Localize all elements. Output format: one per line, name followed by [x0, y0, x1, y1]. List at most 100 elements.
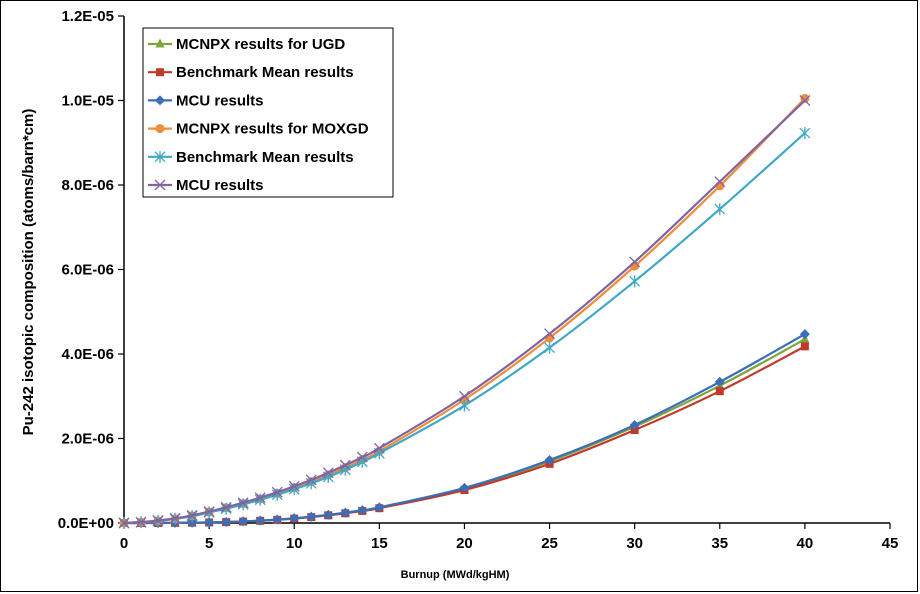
data-point [237, 497, 249, 509]
marker-stroke [271, 486, 283, 498]
legend-box [142, 27, 394, 198]
data-point [458, 390, 470, 402]
data-point [289, 513, 300, 524]
marker-stroke [288, 480, 300, 492]
legend-label: MCU results [176, 177, 264, 194]
legend-item: MCU results [148, 92, 264, 109]
data-point [169, 512, 181, 524]
series-line [123, 99, 806, 525]
data-point [357, 505, 368, 516]
legend-swatch-marker [154, 150, 166, 163]
data-point [714, 376, 725, 387]
marker-stroke [544, 328, 556, 340]
legend-label: Benchmark Mean results [176, 64, 354, 81]
legend-item: MCNPX results for MOXGD [148, 121, 369, 138]
legend-swatch-marker [154, 179, 166, 191]
series-3 [119, 329, 810, 528]
marker-stroke [186, 509, 198, 521]
legend-swatch-marker [155, 95, 165, 106]
series-1 [119, 333, 810, 527]
x-tick-label: 5 [205, 535, 213, 552]
data-point [271, 486, 283, 498]
marker-stroke [169, 512, 181, 524]
data-point [238, 516, 249, 527]
marker-stroke [220, 501, 232, 513]
axes: 0.0E+00 2.0E-06 4.0E-06 6.0E-06 8.0E-06 1.0E-… [58, 8, 899, 552]
y-axis-label: Pu-242 isotopic composition (atoms/barn*… [20, 109, 37, 436]
data-point [630, 426, 639, 435]
marker-stroke [118, 517, 130, 529]
legend-item: MCU results [148, 177, 264, 194]
marker-stroke [203, 506, 215, 518]
y-tick-label: 1.0E-05 [61, 93, 114, 110]
data-point [221, 517, 232, 528]
data-point [374, 502, 385, 513]
marker-stroke [799, 95, 811, 106]
data-point [373, 442, 385, 454]
data-point [800, 342, 809, 351]
x-tick-label: 15 [371, 535, 388, 552]
data-point [305, 474, 317, 486]
data-point [203, 506, 215, 518]
data-point [800, 93, 810, 103]
data-point [322, 467, 334, 479]
data-point [356, 451, 368, 463]
x-tick-label: 40 [797, 535, 814, 552]
data-point [186, 509, 198, 521]
data-point [544, 328, 556, 340]
marker-stroke [154, 179, 166, 191]
series-line [123, 333, 806, 525]
data-point [135, 516, 147, 528]
data-point [715, 387, 724, 396]
data-point [255, 515, 266, 526]
data-point [629, 419, 640, 430]
marker-stroke [339, 459, 351, 471]
marker-stroke [152, 515, 164, 526]
series-line [123, 345, 806, 525]
data-point [340, 507, 351, 518]
data-point [714, 176, 726, 188]
data-point [629, 275, 641, 288]
data-point [204, 517, 215, 528]
series-line [123, 338, 806, 525]
marker-stroke [356, 451, 368, 463]
series-layer [118, 93, 811, 529]
data-point [288, 480, 300, 492]
marker-stroke [135, 516, 147, 528]
data-point [220, 501, 232, 513]
marker-stroke [254, 492, 266, 504]
y-tick-label: 2.0E-06 [61, 431, 114, 448]
y-tick-label: 0.0E+00 [58, 515, 114, 532]
legend-label: MCNPX results for UGD [176, 36, 345, 53]
y-tick-label: 1.2E-05 [61, 8, 114, 25]
data-point [799, 95, 811, 106]
marker-stroke [714, 176, 726, 188]
data-point [544, 341, 556, 354]
x-tick-label: 10 [286, 535, 303, 552]
data-point [118, 517, 130, 529]
data-point [220, 502, 232, 515]
marker-stroke [322, 467, 334, 479]
data-point [152, 515, 164, 526]
legend-label: MCU results [176, 92, 264, 109]
x-tick-label: 30 [626, 535, 643, 552]
data-point [323, 509, 334, 520]
marker-stroke [629, 256, 641, 268]
legend-swatch-marker [155, 38, 165, 48]
data-point [459, 482, 470, 493]
y-tick-label: 8.0E-06 [61, 177, 114, 194]
data-point [799, 127, 811, 140]
x-tick-label: 20 [456, 535, 473, 552]
x-tick-label: 25 [541, 535, 558, 552]
data-point [458, 399, 470, 412]
series-6 [118, 95, 811, 529]
data-point [714, 203, 726, 216]
data-point [272, 514, 283, 525]
marker-stroke [305, 474, 317, 486]
legend-item: Benchmark Mean results [148, 64, 354, 81]
x-tick-label: 35 [711, 535, 728, 552]
data-point [544, 455, 555, 466]
legend-label: MCNPX results for MOXGD [176, 121, 369, 138]
